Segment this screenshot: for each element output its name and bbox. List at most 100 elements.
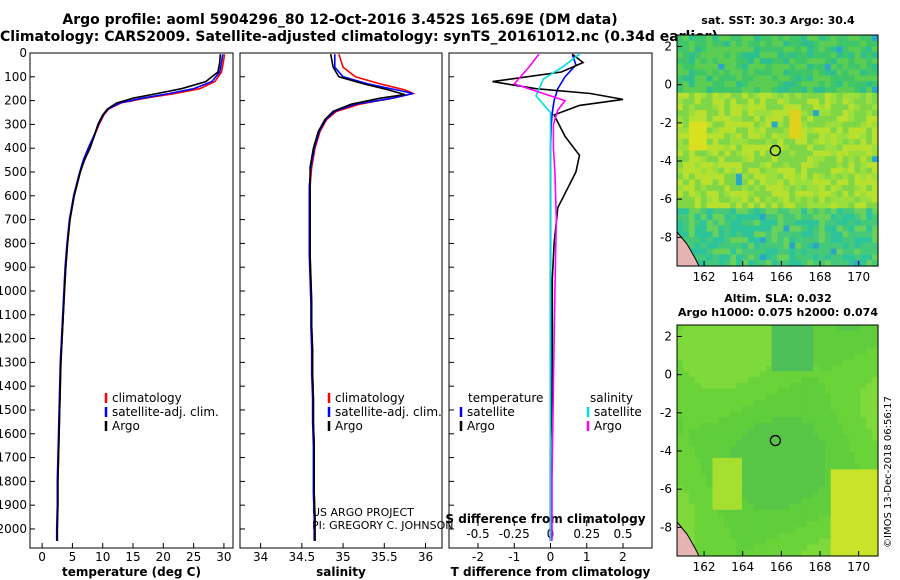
sst-map-cell: [718, 98, 725, 105]
sst-map-cell: [753, 63, 761, 71]
sla-map-cell: [694, 405, 702, 413]
sla-map-cell: [736, 411, 743, 418]
sla-map-cell: [860, 521, 867, 528]
sla-map-cell: [765, 492, 773, 499]
sla-map-cell: [777, 486, 784, 494]
sla-map-cell: [813, 538, 820, 546]
sla-map-cell: [783, 550, 790, 557]
sst-map-cell: [866, 248, 873, 256]
sst-map-cell: [694, 196, 702, 204]
sla-map-cell: [765, 428, 773, 436]
sst-map-cell: [771, 248, 779, 256]
sla-map-cell: [753, 457, 761, 465]
sst-map-cell: [742, 58, 749, 65]
sla-map-cell: [830, 388, 838, 395]
sla-map-cell: [706, 434, 714, 442]
sst-map-cell: [753, 231, 761, 238]
sla-map-cell: [836, 417, 844, 424]
sst-map-cell: [836, 225, 844, 232]
sla-map-cell: [742, 394, 749, 401]
sst-map-cell: [771, 138, 779, 146]
sst-map-cell: [759, 202, 767, 209]
sst-map-cell: [842, 260, 849, 267]
sst-map-cell: [765, 214, 773, 221]
sst-map-cell: [848, 254, 855, 261]
sla-map-cell: [712, 538, 719, 546]
sla-map-cell: [688, 405, 696, 413]
sst-map-cell: [682, 225, 690, 232]
sla-map-cell: [759, 365, 767, 372]
sla-map-cell: [736, 342, 743, 349]
sst-map-cell: [836, 81, 844, 88]
sst-map-cell: [824, 127, 832, 134]
sst-map-cell: [824, 138, 832, 146]
sst-map-cell: [747, 87, 755, 94]
sla-map-cell: [783, 463, 790, 470]
sla-map-cell: [818, 417, 826, 424]
sla-map-cell: [753, 446, 761, 453]
sst-map-cell: [765, 110, 773, 117]
sst-map-cell: [813, 121, 820, 128]
sst-map-cell: [848, 138, 855, 146]
sla-map-cell: [706, 325, 714, 332]
sst-map-cell: [700, 127, 708, 134]
sla-map-cell: [860, 400, 867, 407]
sst-map-cell: [677, 58, 684, 65]
sst-map-cell: [765, 52, 773, 59]
sla-map-cell: [795, 463, 802, 470]
sst-map-cell: [860, 98, 867, 105]
sla-map-cell: [777, 532, 784, 540]
sla-map-cell: [813, 463, 820, 470]
sst-map-cell: [813, 115, 820, 123]
sla-map-cell: [753, 480, 761, 488]
sst-map-cell: [759, 225, 767, 232]
sla-map-cell: [742, 428, 749, 436]
sla-map-cell: [824, 388, 832, 395]
sst-map-cell: [759, 185, 767, 192]
sla-map-cell: [813, 480, 820, 488]
sla-map-cell: [712, 382, 719, 390]
sst-map-cell: [795, 156, 802, 163]
sst-map-cell: [795, 254, 802, 261]
sst-map-cell: [777, 81, 784, 88]
sla-map-cell: [783, 353, 790, 361]
sst-map-cell: [824, 81, 832, 88]
sla-map-cell: [694, 544, 702, 551]
sst-map-cell: [854, 214, 861, 221]
sst-map-cell: [830, 185, 838, 192]
sla-map-cell: [759, 509, 767, 517]
sla-map-cell: [742, 492, 749, 499]
sst-map-cell: [818, 115, 826, 123]
sst-map-cell: [854, 156, 861, 163]
sst-map-cell: [824, 35, 832, 42]
sla-map-cell: [747, 544, 755, 551]
sla-map-cell: [682, 382, 690, 390]
sla-map-cell: [783, 411, 790, 418]
sst-map-cell: [724, 202, 731, 209]
sst-map-cell: [872, 179, 879, 186]
sla-map-cell: [706, 400, 714, 407]
sla-map-cell: [795, 504, 802, 511]
sst-map-cell: [783, 202, 790, 209]
sla-map-cell: [724, 498, 731, 505]
sst-map-cell: [730, 173, 737, 180]
sst-map-cell: [830, 150, 838, 157]
sst-map-cell: [730, 40, 737, 48]
sla-map-cell: [824, 504, 832, 511]
sst-map-cell: [677, 196, 684, 204]
sla-map-cell: [795, 371, 802, 378]
salinity-xtick-label: 34.5: [288, 550, 315, 564]
sst-map-cell: [753, 98, 761, 105]
sla-map-cell: [866, 550, 873, 557]
sla-map-cell: [789, 417, 796, 424]
sst-map-cell: [771, 214, 779, 221]
sst-map-cell: [830, 190, 838, 198]
sla-map-cell: [866, 428, 873, 436]
sla-xtick-label: 164: [731, 560, 754, 574]
sst-map-cell: [842, 173, 849, 180]
sla-map-cell: [736, 417, 743, 424]
sla-map-cell: [759, 550, 767, 557]
sst-map-cell: [759, 75, 767, 82]
sst-map-cell: [706, 248, 714, 256]
sst-map-cell: [860, 219, 867, 227]
